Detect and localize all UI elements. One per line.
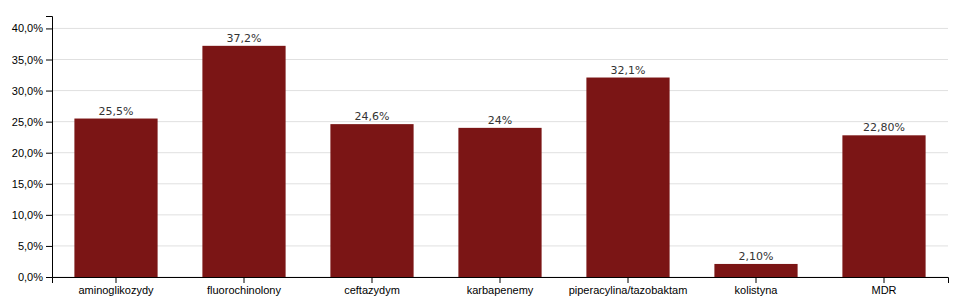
y-tick-mark — [46, 122, 52, 123]
y-tick: 35,0% — [12, 54, 52, 66]
y-tick-label: 20,0% — [12, 147, 43, 159]
x-tick: aminoglikozydy — [78, 277, 154, 296]
x-tick-label: aminoglikozydy — [78, 284, 154, 296]
x-tick: karbapenemy — [467, 277, 534, 296]
bar — [202, 46, 285, 277]
y-tick-mark — [46, 277, 52, 278]
y-tick: 5,0% — [18, 240, 52, 252]
grid-line — [52, 59, 948, 60]
y-tick-label: 5,0% — [18, 240, 43, 252]
y-tick-label: 40,0% — [12, 22, 43, 34]
y-tick: 30,0% — [12, 85, 52, 97]
grid-line — [52, 28, 948, 29]
y-tick: 40,0% — [12, 22, 52, 34]
y-tick-label: 10,0% — [12, 209, 43, 221]
x-tick-mark — [756, 277, 757, 283]
plot: 0,0% 5,0% 10,0% 15,0% 20,0% 25,0% 30,0% 35,0% 40… — [12, 17, 949, 296]
data-label: 22,80% — [863, 121, 905, 134]
bar — [586, 78, 669, 277]
bar — [330, 124, 413, 277]
y-axis: 0,0% 5,0% 10,0% 15,0% 20,0% 25,0% 30,0% 35,0% 40… — [12, 17, 53, 284]
x-tick-mark — [628, 277, 629, 283]
y-tick: 25,0% — [12, 116, 52, 128]
x-tick-label: ceftazydym — [344, 284, 400, 296]
data-label: 37,2% — [227, 32, 262, 45]
x-tick-label: MDR — [871, 284, 896, 296]
bar — [714, 264, 797, 277]
x-tick-label: fluorochinolony — [207, 284, 281, 296]
y-tick-mark — [46, 28, 52, 29]
x-tick: kolistyna — [735, 277, 779, 296]
y-tick: 0,0% — [18, 271, 52, 283]
bars — [74, 46, 925, 277]
x-tick: ceftazydym — [344, 277, 400, 296]
y-tick-mark — [46, 184, 52, 185]
y-tick-label: 25,0% — [12, 116, 43, 128]
y-tick-mark — [46, 60, 52, 61]
y-tick: 10,0% — [12, 209, 52, 221]
data-label: 2,10% — [739, 250, 774, 263]
grid-line — [52, 90, 948, 91]
x-tick-label: kolistyna — [735, 284, 779, 296]
data-label: 24,6% — [355, 110, 390, 123]
y-axis-line — [46, 17, 53, 278]
x-tick-label: karbapenemy — [467, 284, 534, 296]
bar — [74, 119, 157, 277]
x-tick: piperacylina/tazobaktam — [569, 277, 688, 296]
data-labels: 25,5% 37,2% 24,6% 24% 32,1% 2,10% 22,80% — [99, 32, 905, 263]
y-tick-label: 0,0% — [18, 271, 43, 283]
grid — [52, 28, 948, 277]
x-tick: MDR — [871, 277, 896, 296]
chart: 0,0% 5,0% 10,0% 15,0% 20,0% 25,0% 30,0% 35,0% 40… — [0, 0, 964, 307]
x-axis-line — [53, 278, 949, 284]
x-tick-mark — [244, 277, 245, 283]
x-tick-mark — [884, 277, 885, 283]
y-tick-mark — [46, 246, 52, 247]
x-tick-mark — [500, 277, 501, 283]
y-tick-label: 15,0% — [12, 178, 43, 190]
bar — [842, 135, 925, 277]
y-tick-label: 35,0% — [12, 54, 43, 66]
y-tick-label: 30,0% — [12, 85, 43, 97]
x-tick-mark — [116, 277, 117, 283]
data-label: 32,1% — [611, 64, 646, 77]
x-tick: fluorochinolony — [207, 277, 281, 296]
x-tick-mark — [372, 277, 373, 283]
data-label: 25,5% — [99, 105, 134, 118]
y-tick: 20,0% — [12, 147, 52, 159]
y-tick-mark — [46, 153, 52, 154]
y-tick-mark — [46, 91, 52, 92]
bar — [458, 128, 541, 277]
y-tick: 15,0% — [12, 178, 52, 190]
x-axis: aminoglikozydy fluorochinolony ceftazydym k… — [53, 277, 949, 296]
y-tick-mark — [46, 215, 52, 216]
x-tick-label: piperacylina/tazobaktam — [569, 284, 688, 296]
data-label: 24% — [488, 114, 512, 127]
